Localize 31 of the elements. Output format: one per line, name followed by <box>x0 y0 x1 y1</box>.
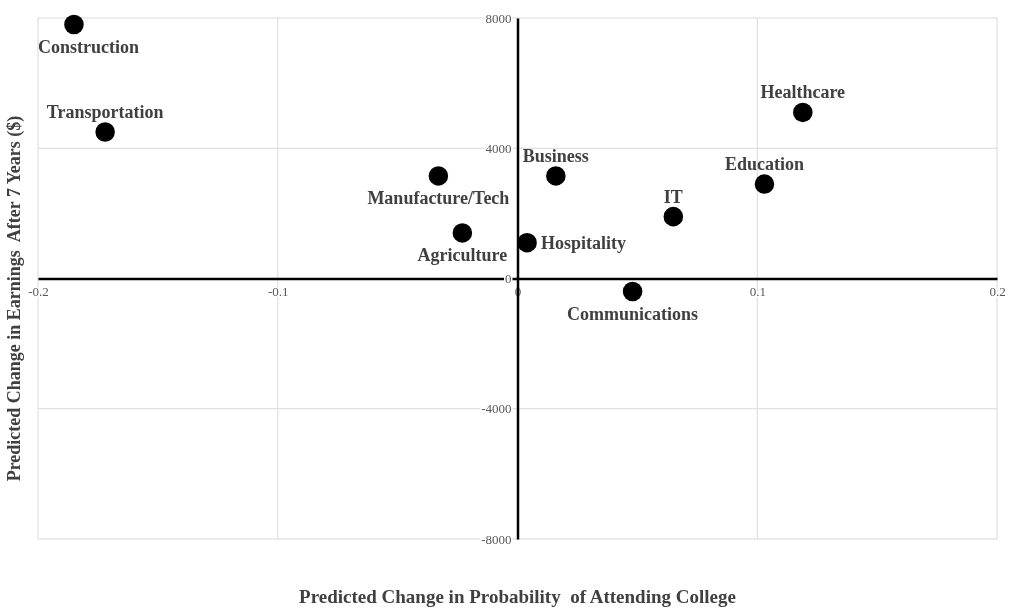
point <box>754 174 775 194</box>
series-label: Business <box>522 145 589 166</box>
x-tick-label: 0.1 <box>749 283 766 299</box>
series-label: IT <box>663 186 683 207</box>
x-tick-label: 0.2 <box>989 283 1006 299</box>
y-tick-label: -4000 <box>481 401 512 417</box>
series-label: Education <box>724 154 804 175</box>
point <box>517 232 537 253</box>
point <box>428 166 449 186</box>
y-axis-title: Predicted Change in Earnings After 7 Years ($) <box>4 115 25 482</box>
series-label: Hospitality <box>541 232 627 253</box>
point <box>452 223 473 243</box>
y-tick-label: 0 <box>505 271 512 287</box>
point <box>622 281 643 302</box>
point <box>95 122 115 142</box>
series-label: Healthcare <box>760 82 846 103</box>
series-label: Construction <box>38 36 140 57</box>
point <box>546 166 566 186</box>
series-label: Communications <box>567 303 699 324</box>
y-tick-label: 8000 <box>485 10 512 26</box>
series-label: Manufacture/Tech <box>367 187 510 208</box>
x-axis-title: Predicted Change in Probability of Attending College <box>299 586 736 607</box>
x-tick-label: -0.1 <box>267 283 289 299</box>
x-tick-label: -0.2 <box>28 283 49 299</box>
point <box>663 206 684 227</box>
series-label: Transportation <box>46 101 164 122</box>
series-label: Agriculture <box>417 244 508 265</box>
y-tick-label: 4000 <box>485 140 512 156</box>
y-tick-label: -8000 <box>481 531 512 547</box>
point <box>64 14 84 35</box>
point <box>793 102 813 123</box>
